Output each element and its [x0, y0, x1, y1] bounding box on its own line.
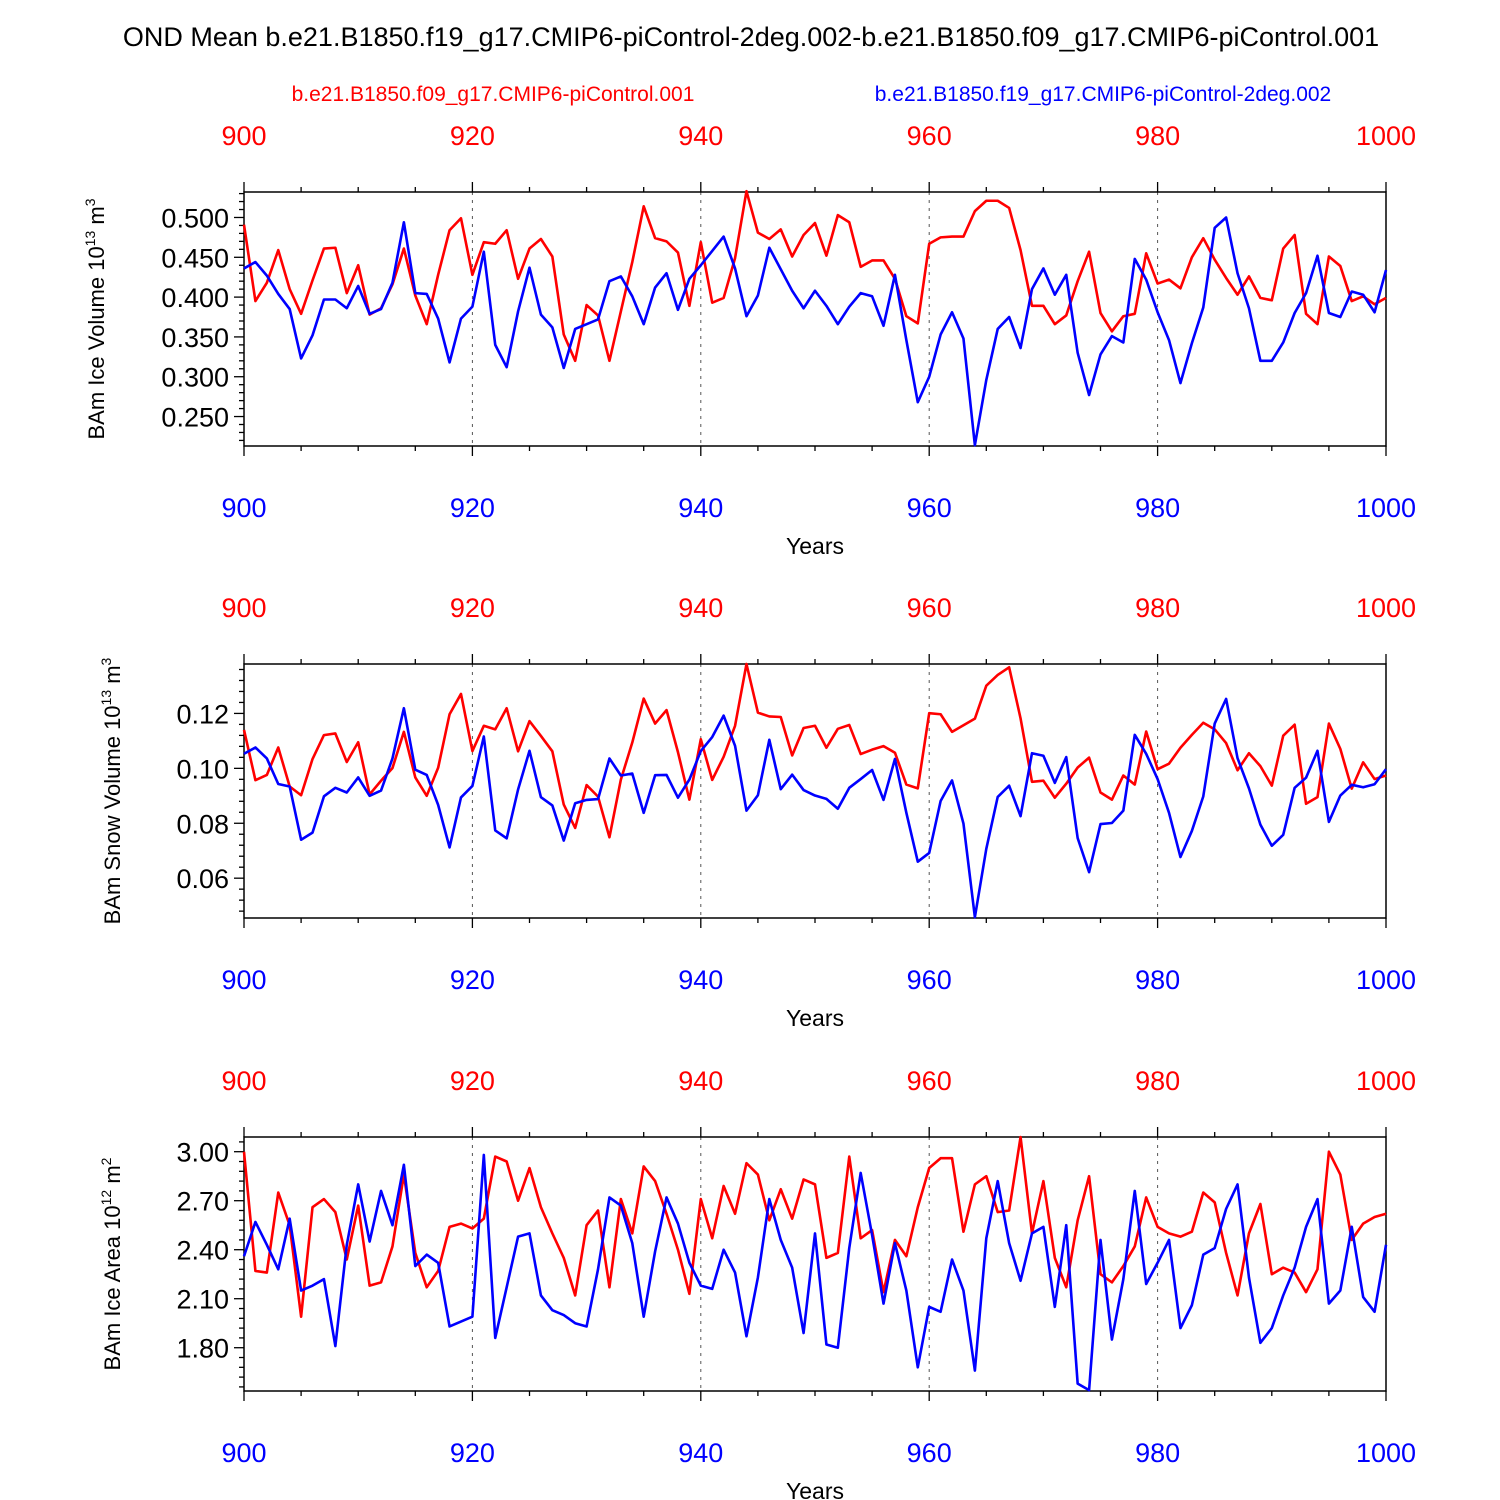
- y-axis-label-ylabel-unit-exp: 3: [82, 198, 98, 206]
- x-axis-label: Years: [786, 1478, 844, 1500]
- x-tick-label-bottom: 920: [450, 1438, 495, 1468]
- y-tick-label: 0.12: [176, 699, 229, 729]
- chart-title: OND Mean b.e21.B1850.f19_g17.CMIP6-piCon…: [123, 22, 1379, 52]
- plot-frame: [243, 663, 1387, 919]
- y-axis-label-ylabel-exp: 12: [98, 1190, 114, 1206]
- x-tick-label-top: 980: [1135, 121, 1180, 151]
- y-tick-label: 3.00: [176, 1138, 229, 1168]
- x-tick-label-bottom: 900: [221, 493, 266, 523]
- series-line-test: [243, 216, 1388, 447]
- x-tick-label-top: 900: [221, 593, 266, 623]
- y-tick-label: 2.70: [176, 1187, 229, 1217]
- x-tick-label-bottom: 920: [450, 493, 495, 523]
- series-line-control: [242, 662, 1387, 839]
- x-tick-label-top: 1000: [1356, 593, 1416, 623]
- x-tick-label-top: 940: [678, 593, 723, 623]
- y-tick-label: 0.08: [176, 809, 229, 839]
- x-tick-label-bottom: 1000: [1356, 965, 1416, 995]
- x-axis-label: Years: [786, 533, 844, 559]
- x-tick-label-top: 900: [221, 121, 266, 151]
- x-tick-label-bottom: 960: [907, 493, 952, 523]
- y-axis-label-ylabel: BAm Ice Volume 10: [84, 246, 109, 439]
- panels: 900 900 920 920 940 940 960 960 980 980 1000 1000 0.…: [82, 121, 1416, 1500]
- x-tick-label-bottom: 980: [1135, 493, 1180, 523]
- series-line-control: [242, 1135, 1387, 1318]
- x-tick-label-top: 920: [450, 121, 495, 151]
- x-tick-label-bottom: 900: [221, 1438, 266, 1468]
- y-axis-label-ylabel-unit-exp: 3: [98, 657, 114, 665]
- x-tick-label-top: 1000: [1356, 121, 1416, 151]
- x-tick-label-top: 1000: [1356, 1066, 1416, 1096]
- x-tick-label-top: 900: [221, 1066, 266, 1096]
- panel-2: 900 900 920 920 940 940 960 960 980 980 1000 1000 0.…: [98, 593, 1416, 1031]
- x-tick-label-bottom: 920: [450, 965, 495, 995]
- x-tick-label-top: 940: [678, 1066, 723, 1096]
- x-tick-label-bottom: 940: [678, 965, 723, 995]
- x-tick-label-top: 980: [1135, 1066, 1180, 1096]
- panel-1: 900 900 920 920 940 940 960 960 980 980 1000 1000 0.…: [82, 121, 1416, 559]
- series-line-control: [242, 189, 1387, 363]
- y-axis-label: BAm Snow Volume 1013 m3: [98, 657, 125, 924]
- y-tick-label: 0.350: [161, 323, 229, 353]
- y-axis-label-ylabel-exp: 13: [82, 231, 98, 247]
- x-tick-label-bottom: 1000: [1356, 493, 1416, 523]
- x-tick-label-bottom: 900: [221, 965, 266, 995]
- x-tick-label-bottom: 960: [907, 965, 952, 995]
- x-axis-label: Years: [786, 1005, 844, 1031]
- x-tick-label-top: 980: [1135, 593, 1180, 623]
- y-axis-label-ylabel-unit: m: [84, 206, 109, 230]
- legend-test-run: b.e21.B1850.f19_g17.CMIP6-piControl-2deg…: [875, 83, 1331, 106]
- y-tick-label: 0.250: [161, 403, 229, 433]
- y-axis-label-ylabel: BAm Snow Volume 10: [100, 705, 125, 924]
- x-tick-label-top: 960: [907, 121, 952, 151]
- x-tick-label-bottom: 940: [678, 1438, 723, 1468]
- y-axis-label-ylabel-exp: 13: [98, 690, 114, 706]
- y-axis-label-ylabel: BAm Ice Area 10: [100, 1205, 125, 1370]
- y-tick-label: 0.450: [161, 243, 229, 273]
- series-line-test: [242, 1153, 1388, 1392]
- y-tick-label: 1.80: [176, 1334, 229, 1364]
- x-tick-label-bottom: 940: [678, 493, 723, 523]
- y-tick-label: 2.40: [176, 1236, 229, 1266]
- x-tick-label-bottom: 960: [907, 1438, 952, 1468]
- x-tick-label-top: 960: [907, 1066, 952, 1096]
- x-tick-label-bottom: 980: [1135, 965, 1180, 995]
- series-line-test: [243, 697, 1388, 919]
- legend-control-run: b.e21.B1850.f09_g17.CMIP6-piControl.001: [292, 83, 695, 106]
- x-tick-label-bottom: 980: [1135, 1438, 1180, 1468]
- y-tick-label: 0.06: [176, 864, 229, 894]
- y-tick-label: 0.400: [161, 283, 229, 313]
- y-axis-label: BAm Ice Area 1012 m2: [98, 1157, 125, 1370]
- x-tick-label-top: 920: [450, 1066, 495, 1096]
- y-axis-label-ylabel-unit: m: [100, 665, 125, 689]
- y-tick-label: 0.10: [176, 754, 229, 784]
- x-tick-label-top: 940: [678, 121, 723, 151]
- x-tick-label-top: 960: [907, 593, 952, 623]
- y-tick-label: 0.500: [161, 203, 229, 233]
- y-axis-label-ylabel-unit: m: [100, 1165, 125, 1189]
- panel-3: 900 900 920 920 940 940 960 960 980 980 1000 1000 1.…: [98, 1066, 1416, 1500]
- y-axis-label-ylabel-unit-exp: 2: [98, 1157, 114, 1165]
- y-tick-label: 0.300: [161, 363, 229, 393]
- x-tick-label-bottom: 1000: [1356, 1438, 1416, 1468]
- y-tick-label: 2.10: [176, 1285, 229, 1315]
- x-tick-label-top: 920: [450, 593, 495, 623]
- y-axis-label: BAm Ice Volume 1013 m3: [82, 198, 109, 439]
